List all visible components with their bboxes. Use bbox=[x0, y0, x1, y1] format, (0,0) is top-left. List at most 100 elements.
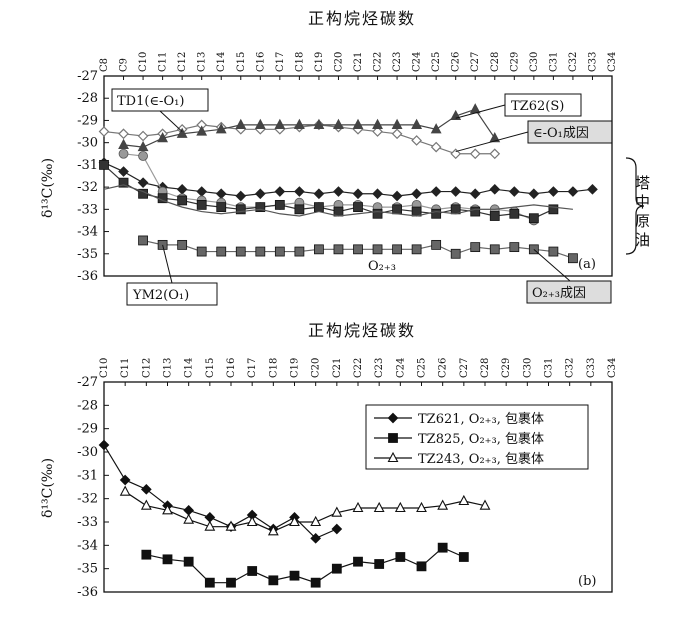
panel-a-xtick-label: C34 bbox=[607, 52, 618, 72]
panel-b-series-1-point bbox=[268, 575, 279, 586]
panel-b-ytick-label: -30 bbox=[77, 445, 98, 460]
panel-b-series-2-point bbox=[162, 504, 173, 515]
panel-b-series-1-point bbox=[183, 556, 194, 567]
panel-a-series-1-point bbox=[196, 125, 208, 136]
panel-b-ytick-label: -27 bbox=[77, 375, 98, 390]
panel-b-series-2-point bbox=[373, 501, 385, 513]
annotation-leader-2 bbox=[455, 131, 529, 153]
td1-label-box: TD1(∈-O₁) bbox=[111, 88, 209, 112]
panel-a-series-3-line bbox=[103, 162, 593, 197]
panel-a-series-3-point bbox=[450, 186, 462, 197]
panel-b-series-1-point bbox=[331, 563, 342, 574]
panel-a-xtick-label: C15 bbox=[236, 52, 247, 72]
panel-a-series-2-point bbox=[450, 248, 461, 259]
panel-a-series-5-point bbox=[431, 208, 442, 219]
panel-a-series-5-point bbox=[196, 199, 207, 210]
panel-a-series-5-point bbox=[509, 208, 520, 219]
legend-label-2: TZ243, O₂₊₃, 包裹体 bbox=[418, 452, 544, 467]
panel-b-xtick-label: C31 bbox=[544, 358, 555, 378]
panel-b-xtick-label: C30 bbox=[522, 358, 533, 378]
panel-a-series-1-point bbox=[176, 127, 188, 138]
panel-b-series-2-point bbox=[479, 499, 491, 510]
panel-b-xtick-label: C10 bbox=[99, 358, 110, 378]
panel-a-series-0-point bbox=[137, 130, 149, 142]
panel-a-xtick-label: C21 bbox=[353, 52, 364, 72]
panel-b-series-0-point bbox=[183, 504, 195, 516]
panel-a-series-1-point bbox=[372, 118, 383, 129]
panel-a-series-5-point bbox=[392, 204, 402, 215]
panel-a-ytick-label: -30 bbox=[77, 136, 98, 151]
panel-b-series-2-point bbox=[183, 513, 195, 524]
legend-marker-2 bbox=[387, 451, 399, 463]
panel-b-series-0-point bbox=[204, 511, 216, 523]
panel-a-series-2-point bbox=[431, 239, 442, 250]
panel-a-series-5-point bbox=[177, 195, 188, 206]
panel-b-series-0-point bbox=[119, 474, 131, 486]
panel-a-xtick-label: C18 bbox=[294, 52, 305, 72]
panel-a-series-3-point bbox=[567, 186, 579, 197]
annotation-leader-3 bbox=[162, 244, 173, 284]
panel-a-series-5-point bbox=[255, 202, 266, 213]
annotation-leader-1 bbox=[455, 104, 506, 119]
panel-b-series-2-point bbox=[119, 485, 131, 496]
panel-a-xtick-label: C25 bbox=[431, 52, 442, 72]
panel-b-series-1-point bbox=[458, 552, 469, 562]
panel-b-xtick-label: C20 bbox=[311, 358, 322, 378]
panel-b-series-2-line bbox=[124, 491, 486, 532]
panel-a-title: 正构烷烃碳数 bbox=[308, 9, 416, 28]
panel-a-series-2-point bbox=[274, 246, 285, 257]
panel-b-series-2-point bbox=[225, 520, 237, 531]
panel-b-xtick-label: C18 bbox=[268, 358, 279, 378]
panel-b-series-1-point bbox=[289, 570, 300, 581]
panel-a-xtick-label: C27 bbox=[470, 52, 481, 72]
panel-a-series-3-point bbox=[118, 166, 129, 177]
panel-b-xtick-label: C19 bbox=[290, 358, 301, 378]
panel-a-xtick-label: C26 bbox=[451, 52, 462, 72]
panel-b-series-0-point bbox=[98, 439, 110, 451]
legend-label-1: TZ825, O₂₊₃, 包裹体 bbox=[418, 432, 544, 447]
panel-a-series-2-point bbox=[489, 244, 500, 255]
panel-a-series-0-point bbox=[411, 135, 422, 146]
panel-b-plot: -27 -28 -29 -30 -31 -32 -33 -34 -35 -36 C10 C11 C12 C… bbox=[77, 358, 618, 600]
panel-a-series-5-point bbox=[216, 202, 227, 213]
panel-a-series-1-point bbox=[215, 123, 227, 134]
panel-a-xtick-label: C16 bbox=[255, 52, 266, 72]
panel-a-series-1-point bbox=[118, 138, 129, 149]
panel-a-series-5-point bbox=[470, 206, 481, 217]
panel-b-series-1-point bbox=[226, 577, 236, 588]
panel-a-ytick-label: -29 bbox=[77, 113, 98, 128]
crude-oil-brace bbox=[625, 157, 645, 255]
panel-a-series-0-point bbox=[469, 148, 481, 160]
panel-b-xtick-label: C32 bbox=[565, 358, 576, 378]
panel-b-series-2-point bbox=[416, 501, 427, 513]
panel-b-xtick-label: C29 bbox=[501, 358, 512, 378]
panel-a-xtick-label: C11 bbox=[158, 52, 169, 72]
panel-a-series-2-point bbox=[235, 246, 246, 257]
panel-a-xtick-label: C8 bbox=[99, 58, 110, 72]
chart-marks: -27 -28 -29 -30 -31 -32 -33 -34 -35 -36 C8 C9 C10 C11… bbox=[77, 52, 618, 600]
panel-b-xtick-label: C33 bbox=[586, 358, 597, 378]
panel-b-ytick-label: -31 bbox=[77, 468, 98, 483]
panel-b-series-2-point bbox=[140, 499, 152, 510]
panel-a-ytick-label: -33 bbox=[77, 202, 98, 217]
panel-a-series-5 bbox=[99, 159, 559, 224]
panel-a-series-1-point bbox=[333, 118, 344, 129]
panel-a-series-2-point bbox=[548, 246, 559, 257]
panel-a-xtick-label: C31 bbox=[548, 52, 559, 72]
panel-a-xtick-label: C14 bbox=[216, 52, 227, 72]
panel-a-letter: (a) bbox=[578, 257, 596, 272]
crude-oil-label: 塔中原油 bbox=[633, 175, 651, 251]
panel-a-series-5-point bbox=[294, 204, 305, 215]
panel-a-series-0-point bbox=[372, 126, 383, 137]
panel-b-series-1-point bbox=[395, 552, 406, 562]
panel-a-series-5-point bbox=[118, 177, 129, 188]
panel-a-xtick-label: C22 bbox=[373, 52, 384, 72]
panel-a-ytick-label: -36 bbox=[77, 269, 98, 284]
panel-a-ytick-label: -28 bbox=[77, 91, 98, 106]
panel-a-series-5-point bbox=[353, 202, 363, 213]
panel-b-series-2-point bbox=[331, 506, 343, 517]
panel-a-series-2-point bbox=[294, 246, 305, 257]
o23-source-label: O₂₊₃成因 bbox=[532, 286, 586, 301]
panel-b-xtick-label: C28 bbox=[480, 358, 491, 378]
